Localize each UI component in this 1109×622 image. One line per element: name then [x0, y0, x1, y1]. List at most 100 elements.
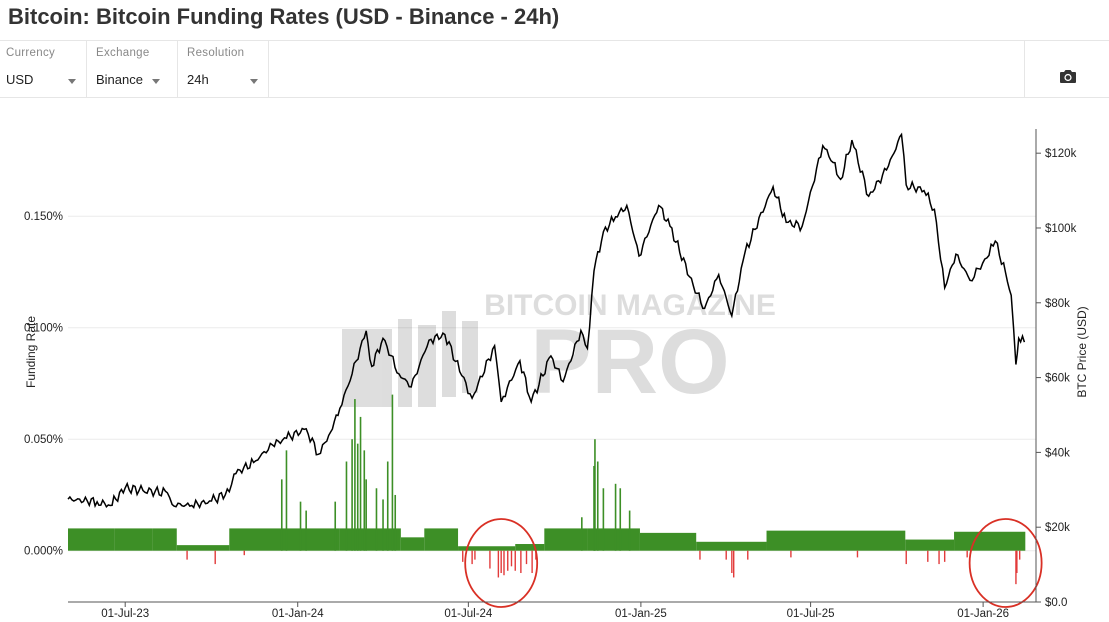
currency-select[interactable]: Currency USD: [0, 41, 87, 97]
watermark-line2: PRO: [530, 311, 729, 413]
funding-bar-segment: [176, 545, 230, 551]
funding-bar-spike: [334, 501, 337, 551]
funding-bar-spike: [359, 416, 362, 551]
funding-bar-spike: [365, 479, 367, 551]
right-axis-label: BTC Price (USD): [1075, 306, 1089, 397]
right-tick-label: $60k: [1045, 373, 1070, 385]
funding-bar-negative: [503, 550, 505, 576]
x-axis-ticks: 01-Jul-23 01-Jan-24 01-Jul-24 01-Jan-25 01-J…: [68, 601, 1036, 620]
highlight-circle: [968, 518, 1043, 608]
currency-value: USD: [6, 72, 34, 87]
screenshot-button[interactable]: [1024, 41, 1109, 97]
funding-bar-spike: [351, 439, 353, 551]
right-tick-label: $0.0: [1045, 597, 1067, 609]
funding-bar-negative: [1018, 550, 1021, 560]
x-tick-label: 01-Jul-25: [787, 608, 835, 620]
right-tick-label: $40k: [1045, 447, 1070, 459]
camera-icon: [1060, 70, 1076, 83]
funding-bar-segment: [954, 531, 1026, 551]
funding-bar-negative: [699, 550, 701, 560]
resolution-select[interactable]: Resolution 24h: [178, 41, 269, 97]
funding-bar-negative: [500, 550, 502, 574]
chevron-down-icon: [250, 79, 258, 84]
funding-bar-negative: [462, 550, 464, 562]
funding-bar-segment: [458, 546, 516, 551]
funding-bar-negative: [507, 550, 509, 571]
x-tick-label: 01-Jan-25: [615, 608, 667, 620]
funding-bar-spike: [299, 501, 302, 551]
chevron-down-icon: [68, 79, 76, 84]
funding-bar-spike: [345, 461, 348, 551]
funding-bar-spike: [628, 510, 631, 551]
funding-bar-negative: [1016, 550, 1018, 574]
funding-bar-segment: [152, 528, 177, 551]
funding-bar-spike: [593, 465, 595, 551]
left-tick-label: 0.050%: [24, 434, 63, 446]
funding-bar-negative: [474, 550, 476, 560]
left-tick-label: 0.150%: [24, 211, 63, 223]
left-axis-ticks: 0.000% 0.050% 0.100% 0.150%: [24, 211, 63, 558]
exchange-select[interactable]: Exchange Binance: [87, 41, 178, 97]
funding-bar-spike: [394, 494, 397, 551]
funding-bar-negative: [733, 550, 735, 578]
funding-bar-segment: [114, 528, 153, 551]
funding-bar-spike: [596, 461, 599, 551]
funding-bar-negative: [725, 550, 727, 560]
funding-bar-negative: [510, 550, 513, 567]
funding-bar-negative: [186, 550, 188, 560]
watermark-line1: BITCOIN MAGAZINE: [484, 289, 776, 322]
highlight-circles: [464, 518, 1043, 608]
funding-bar-segment: [424, 528, 459, 551]
watermark: BITCOIN MAGAZINE PRO: [342, 289, 776, 413]
funding-bar-spike: [391, 394, 394, 551]
funding-bar-segment: [639, 532, 697, 551]
controls-bar: Currency USD Exchange Binance Resolution…: [0, 40, 1109, 98]
funding-bar-negative: [856, 550, 859, 558]
right-tick-label: $20k: [1045, 522, 1070, 534]
x-tick-label: 01-Jan-24: [272, 608, 324, 620]
funding-bar-segment: [400, 537, 425, 551]
resolution-label: Resolution: [187, 47, 245, 59]
funding-bar-segment: [766, 530, 906, 551]
funding-bar-segment: [68, 528, 115, 551]
funding-bar-spike: [382, 499, 384, 551]
funding-bar-spike: [581, 517, 583, 551]
funding-bar-segment: [544, 528, 588, 551]
funding-bar-negative: [790, 550, 792, 558]
funding-bar-negative: [747, 550, 749, 560]
funding-bar-negative: [938, 550, 940, 565]
funding-bar-spike: [619, 488, 622, 551]
funding-bar-negative: [489, 550, 491, 569]
right-tick-label: $120k: [1045, 148, 1077, 160]
right-axis-ticks: $0.0 $20k $40k $60k $80k $100k $120k: [1036, 148, 1077, 609]
left-tick-label: 0.100%: [24, 323, 63, 335]
funding-bar-negative: [497, 550, 500, 578]
exchange-value: Binance: [96, 72, 143, 87]
funding-bar-negative: [731, 550, 733, 574]
funding-bar-negative: [243, 550, 245, 556]
funding-bar-spike: [386, 461, 389, 551]
funding-bar-spike: [602, 488, 605, 551]
funding-bar-spike: [305, 510, 307, 551]
funding-bar-negative: [1015, 550, 1017, 585]
funding-bar-spike: [375, 488, 378, 551]
funding-bar-negative: [943, 550, 946, 562]
funding-bar-spike: [614, 483, 617, 551]
funding-bar-negative: [520, 550, 522, 574]
funding-bar-negative: [525, 550, 528, 565]
funding-bar-negative: [514, 550, 516, 571]
x-tick-label: 01-Jul-24: [444, 608, 493, 620]
funding-rate-bars: [68, 394, 1026, 585]
x-tick-label: 01-Jul-23: [101, 608, 149, 620]
x-tick-label: 01-Jan-26: [957, 608, 1009, 620]
funding-bar-negative: [927, 550, 929, 562]
watermark-logo-icon: [342, 311, 478, 407]
funding-bar-negative: [531, 550, 533, 574]
chevron-down-icon: [152, 79, 160, 84]
funding-bar-spike: [285, 450, 288, 551]
highlight-circle: [464, 518, 539, 608]
funding-bar-negative: [214, 550, 216, 565]
resolution-value: 24h: [187, 72, 209, 87]
funding-bar-segment: [696, 541, 767, 551]
funding-bar-segment: [515, 544, 545, 551]
